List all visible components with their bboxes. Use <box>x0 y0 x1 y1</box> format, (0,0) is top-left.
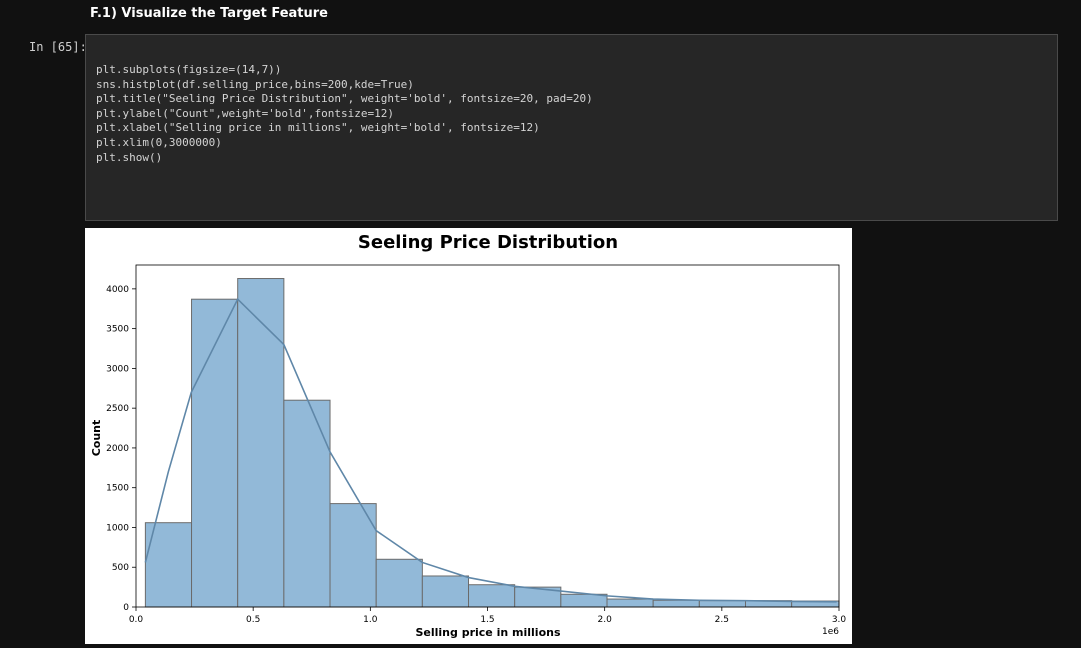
code-lines: plt.subplots(figsize=(14,7)) sns.histplo… <box>96 63 593 165</box>
cell-prompt: In [65]: <box>29 40 87 54</box>
kde-curve-group <box>144 297 837 603</box>
x-axis-offset-label: 1e6 <box>822 627 839 637</box>
y-tick-label: 1500 <box>106 484 129 494</box>
x-axis-ticks: 0.0 0.5 1.0 1.5 2.0 2.5 3.0 <box>129 607 847 625</box>
histogram-bar <box>468 584 516 608</box>
code-line: plt.title("Seeling Price Distribution", … <box>96 92 593 106</box>
y-tick-label: 4000 <box>106 285 129 295</box>
histogram-bar <box>237 278 285 608</box>
code-line: plt.xlabel("Selling price in millions", … <box>96 121 540 135</box>
code-line: plt.xlim(0,3000000) <box>96 135 222 149</box>
x-tick-label: 0.0 <box>129 615 144 625</box>
histogram-bar <box>144 522 193 608</box>
markdown-heading: F.1) Visualize the Target Feature <box>90 6 328 21</box>
y-axis-label: Count <box>90 420 103 457</box>
histogram-bar <box>560 593 608 608</box>
histogram-bar <box>698 600 747 608</box>
code-line: sns.histplot(df.selling_price,bins=200,k… <box>96 77 414 91</box>
x-tick-label: 2.5 <box>715 615 729 625</box>
histogram-bar <box>283 399 331 608</box>
histogram-bars <box>144 278 840 608</box>
histogram-bar <box>652 599 700 608</box>
x-tick-label: 0.5 <box>246 615 260 625</box>
y-tick-label: 0 <box>123 603 129 613</box>
histogram-bar <box>329 503 377 608</box>
x-tick-label: 2.0 <box>598 615 613 625</box>
y-tick-label: 1000 <box>106 523 129 533</box>
y-axis-ticks: 0 500 1000 1500 2000 2500 3000 3500 4000 <box>106 285 136 613</box>
y-tick-label: 3500 <box>106 325 129 335</box>
code-line: plt.subplots(figsize=(14,7)) <box>96 63 282 76</box>
y-tick-label: 2000 <box>106 444 129 454</box>
histogram-bar <box>191 298 239 608</box>
y-tick-label: 500 <box>112 563 129 573</box>
code-cell-editor[interactable]: plt.subplots(figsize=(14,7)) sns.histplo… <box>85 34 1058 221</box>
x-axis-label: Selling price in millions <box>415 626 560 639</box>
code-line: plt.show() <box>96 150 163 164</box>
code-line: plt.ylabel("Count",weight='bold',fontsiz… <box>96 106 395 120</box>
x-tick-label: 3.0 <box>832 615 847 625</box>
histogram-bar <box>606 598 654 608</box>
chart-title: Seeling Price Distribution <box>358 232 618 253</box>
histogram-bar <box>375 558 423 608</box>
cell-output-area: Seeling Price Distribution 0.0 0.5 1.0 1.5 2… <box>85 228 852 644</box>
y-tick-label: 3000 <box>106 364 129 374</box>
x-tick-label: 1.0 <box>363 615 378 625</box>
kde-line <box>144 297 837 603</box>
histogram-bar <box>421 575 470 608</box>
y-tick-label: 2500 <box>106 404 129 414</box>
histogram-chart: Seeling Price Distribution 0.0 0.5 1.0 1.5 2… <box>90 232 847 639</box>
x-tick-label: 1.5 <box>480 615 494 625</box>
